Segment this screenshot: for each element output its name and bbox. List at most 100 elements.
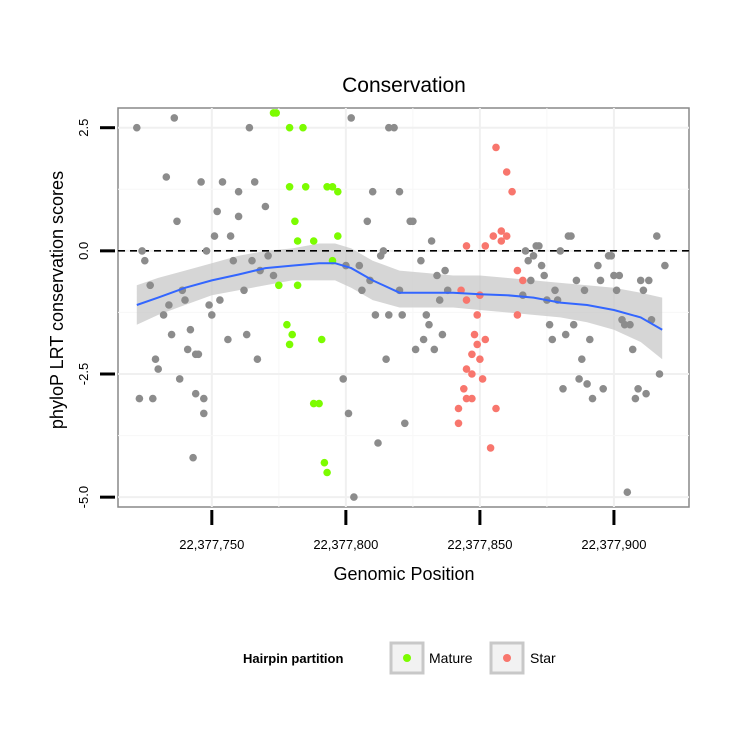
point-other bbox=[653, 232, 661, 240]
point-mature bbox=[323, 183, 331, 191]
point-star bbox=[497, 227, 506, 235]
point-other bbox=[170, 114, 179, 122]
point-star bbox=[508, 187, 516, 196]
point-other bbox=[210, 232, 219, 240]
point-other bbox=[607, 252, 616, 260]
point-star bbox=[460, 385, 468, 393]
point-other bbox=[642, 389, 650, 398]
point-mature bbox=[285, 340, 294, 349]
point-other bbox=[540, 271, 548, 280]
point-other bbox=[202, 247, 211, 255]
point-other bbox=[149, 394, 157, 403]
y-tick-label: -2.5 bbox=[76, 363, 91, 385]
point-other bbox=[240, 286, 248, 295]
point-other bbox=[580, 286, 589, 295]
point-mature bbox=[309, 237, 318, 245]
point-other bbox=[610, 271, 618, 280]
point-other bbox=[419, 335, 428, 344]
point-other bbox=[529, 252, 538, 260]
point-star bbox=[468, 394, 476, 403]
point-other bbox=[218, 178, 227, 186]
point-other bbox=[358, 286, 366, 295]
point-other bbox=[441, 266, 449, 275]
point-other bbox=[569, 320, 578, 329]
y-axis: -5.0 -2.5 0.0 2.5 bbox=[76, 119, 115, 508]
point-other bbox=[551, 286, 559, 295]
point-other bbox=[162, 173, 171, 181]
point-other bbox=[615, 271, 624, 280]
point-mature bbox=[317, 335, 326, 344]
point-other bbox=[371, 311, 380, 319]
point-other bbox=[588, 394, 597, 403]
point-other bbox=[398, 311, 407, 319]
point-other bbox=[620, 320, 629, 329]
point-other bbox=[173, 217, 181, 226]
point-mature bbox=[291, 217, 299, 226]
point-other bbox=[234, 187, 243, 196]
point-mature bbox=[315, 399, 323, 408]
point-star bbox=[481, 335, 490, 344]
point-other bbox=[521, 247, 530, 255]
point-other bbox=[245, 123, 254, 132]
point-mature bbox=[269, 109, 278, 117]
smooth-trend-line bbox=[136, 262, 663, 331]
point-star bbox=[468, 370, 476, 378]
point-other bbox=[368, 187, 377, 196]
point-other bbox=[430, 345, 439, 354]
point-mature bbox=[283, 320, 291, 329]
point-mature bbox=[320, 458, 329, 467]
point-other bbox=[191, 389, 200, 398]
point-other bbox=[135, 394, 144, 403]
point-star bbox=[462, 242, 471, 250]
point-other bbox=[537, 261, 546, 270]
legend-label-star: Star bbox=[530, 650, 556, 666]
point-other bbox=[382, 355, 390, 364]
point-other bbox=[433, 271, 441, 280]
point-other bbox=[261, 202, 270, 211]
y-axis-title: phyloP LRT conservation scores bbox=[47, 171, 67, 429]
point-other bbox=[631, 394, 640, 403]
point-other bbox=[242, 330, 251, 339]
point-other bbox=[234, 212, 243, 221]
point-other bbox=[200, 409, 208, 418]
point-other bbox=[409, 217, 417, 226]
point-other bbox=[154, 365, 162, 373]
grid-lines bbox=[118, 108, 689, 507]
point-star bbox=[462, 296, 471, 304]
point-other bbox=[586, 335, 594, 344]
x-axis-title: Genomic Position bbox=[333, 564, 474, 584]
point-star bbox=[502, 232, 511, 240]
point-other bbox=[628, 345, 637, 354]
point-star bbox=[462, 365, 471, 373]
x-tick-label: 22,377,800 bbox=[313, 537, 378, 552]
point-other bbox=[224, 335, 232, 344]
legend-marker-mature bbox=[403, 654, 411, 662]
point-star bbox=[492, 404, 500, 413]
point-other bbox=[355, 261, 364, 270]
point-other bbox=[594, 261, 602, 270]
point-other bbox=[197, 178, 205, 186]
point-star bbox=[462, 394, 471, 403]
point-other bbox=[639, 286, 648, 295]
point-other bbox=[578, 355, 586, 364]
legend-marker-star bbox=[503, 654, 511, 662]
point-mature bbox=[328, 183, 337, 191]
point-other bbox=[425, 320, 433, 329]
point-star bbox=[481, 242, 490, 250]
point-star bbox=[454, 404, 463, 413]
point-other bbox=[623, 488, 632, 497]
point-other bbox=[138, 247, 146, 255]
point-other bbox=[269, 271, 278, 280]
point-other bbox=[548, 335, 557, 344]
point-star bbox=[492, 143, 500, 152]
point-other bbox=[427, 237, 436, 245]
point-other bbox=[556, 247, 565, 255]
point-mature bbox=[309, 399, 318, 408]
point-star bbox=[502, 168, 511, 176]
point-mature bbox=[285, 123, 294, 132]
point-other bbox=[141, 256, 149, 265]
y-tick-label: 2.5 bbox=[76, 119, 91, 137]
point-other bbox=[527, 276, 535, 285]
point-other bbox=[226, 232, 235, 240]
